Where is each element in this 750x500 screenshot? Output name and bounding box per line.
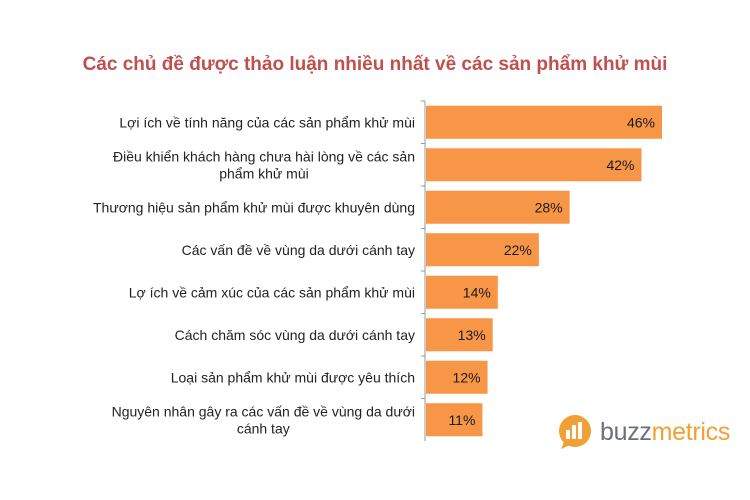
category-label: Lợi ích về tính năng của các sản phẩm kh… <box>119 114 415 130</box>
bar <box>426 233 539 267</box>
data-label: 14% <box>463 284 491 300</box>
bar <box>426 190 570 224</box>
chart-title: Các chủ đề được thảo luận nhiều nhất về … <box>82 54 668 75</box>
bar <box>426 360 488 394</box>
bar <box>426 105 662 139</box>
logo-text-main: buzz <box>600 417 652 446</box>
category-label: Lợ ích về cảm xúc của các sản phẩm khử m… <box>129 284 415 300</box>
category-label: Thương hiệu sản phẩm khử mùi được khuyên… <box>93 199 415 215</box>
data-label: 28% <box>535 199 563 215</box>
data-label: 22% <box>504 242 532 258</box>
data-label: 46% <box>627 114 655 130</box>
data-label: 13% <box>458 327 486 343</box>
bar-chart-speech-bubble-icon <box>559 415 591 449</box>
buzzmetrics-logo: buzzmetrics <box>556 413 730 451</box>
data-label: 12% <box>453 369 481 385</box>
category-label: Các vấn đề về vùng da dưới cánh tay <box>182 242 415 258</box>
bar <box>426 148 642 182</box>
category-label: Nguyên nhân gây ra các vấn đề về vùng da… <box>112 403 415 436</box>
data-label: 11% <box>448 412 475 428</box>
category-label: Loại sản phẩm khử mùi được yêu thích <box>171 369 415 385</box>
logo-wordmark: buzzmetrics <box>600 418 730 447</box>
bar <box>426 403 483 437</box>
logo-text-accent: metrics <box>651 417 731 446</box>
category-label: Cách chăm sóc vùng da dưới cánh tay <box>175 327 415 343</box>
category-label: Điều khiển khách hàng chưa hài lòng về c… <box>113 148 415 181</box>
data-label: 42% <box>606 157 634 173</box>
bar <box>426 318 493 352</box>
bar <box>426 275 498 309</box>
